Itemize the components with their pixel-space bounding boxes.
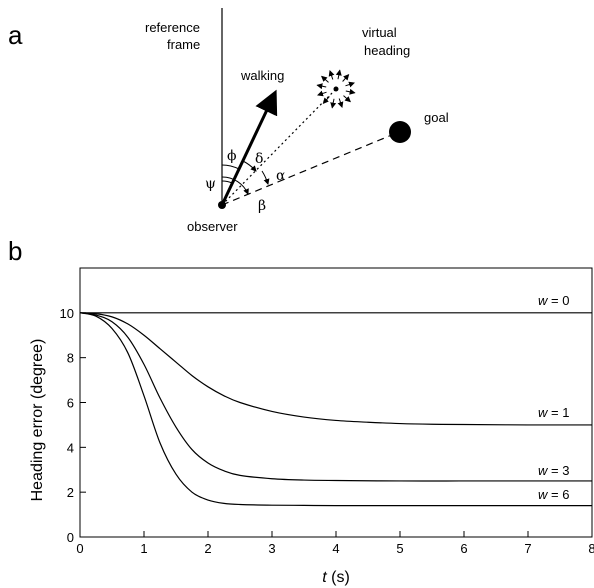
beta-arc [221, 176, 249, 195]
flow-ray [337, 98, 344, 108]
psi-symbol: ψ [205, 176, 216, 192]
beta-symbol: β [258, 198, 266, 214]
observer-label: observer [187, 219, 238, 234]
flow-ray [321, 75, 329, 83]
curve-label-w1: w = 1 [538, 405, 569, 420]
curve-series-1 [79, 312, 593, 426]
plot-frame [79, 267, 593, 538]
observer-marker [218, 201, 226, 209]
goal-line [221, 131, 400, 206]
flow-rays [316, 69, 356, 109]
virtual-heading-label-1: virtual [362, 25, 397, 40]
flow-ray [345, 81, 355, 88]
y-tick-label: 0 [67, 530, 74, 545]
y-tick-label: 6 [67, 396, 74, 411]
virtual-heading-line [221, 88, 337, 206]
flow-ray [335, 69, 342, 80]
x-tick-label: 7 [524, 541, 531, 556]
heading-error-chart: 0 1 2 3 4 5 6 7 8 0 2 4 6 8 10 w = 0 w = 1 w = 3 w = 6… [29, 267, 594, 586]
virtual-heading-point [333, 86, 339, 92]
flow-ray [328, 70, 335, 80]
y-tick-label: 8 [67, 351, 74, 366]
alpha-symbol: α [276, 168, 286, 184]
walking-label: walking [240, 68, 284, 83]
x-tick-label: 0 [76, 541, 83, 556]
delta-symbol: δ [255, 151, 263, 167]
x-tick-label: 8 [588, 541, 594, 556]
walking-arrow [220, 89, 278, 206]
curve-series-3 [79, 312, 592, 507]
panel-label-a: a [8, 20, 23, 50]
delta-arc [242, 160, 257, 172]
y-tick-label: 10 [60, 306, 74, 321]
x-tick-label: 6 [460, 541, 467, 556]
goal-label: goal [424, 110, 449, 125]
x-tick-label: 4 [332, 541, 339, 556]
panel-label-b: b [8, 236, 22, 266]
x-tick-label: 3 [268, 541, 275, 556]
flow-ray [322, 96, 330, 104]
y-tick-label: 2 [67, 485, 74, 500]
psi-arc [221, 180, 233, 184]
flow-ray [317, 90, 327, 97]
x-tick-label: 2 [204, 541, 211, 556]
reference-frame-label-2: frame [167, 37, 200, 52]
y-axis-label: Heading error (degree) [29, 339, 46, 502]
flow-ray [330, 98, 337, 109]
axis-ticks: 0 1 2 3 4 5 6 7 8 0 2 4 6 8 10 [60, 306, 594, 556]
phi-arc [221, 164, 240, 170]
curve-label-w3: w = 3 [538, 463, 569, 478]
diagram-a: reference frame walking virtual heading … [145, 8, 449, 234]
virtual-heading-label-2: heading [364, 43, 410, 58]
curve-label-w0: w = 0 [538, 293, 569, 308]
flow-ray [316, 83, 327, 90]
curves [79, 312, 593, 507]
curve-series-2 [79, 312, 592, 482]
flow-ray [345, 88, 356, 95]
alpha-arc [261, 170, 270, 185]
flow-ray [342, 74, 350, 82]
x-tick-label: 1 [140, 541, 147, 556]
y-tick-label: 4 [67, 440, 74, 455]
reference-frame-label-1: reference [145, 20, 200, 35]
x-tick-label: 5 [396, 541, 403, 556]
goal-marker [389, 121, 411, 143]
phi-symbol: ϕ [227, 148, 237, 164]
x-axis-label: t (s) [322, 569, 350, 586]
flow-ray [343, 95, 351, 103]
curve-label-w6: w = 6 [538, 487, 569, 502]
